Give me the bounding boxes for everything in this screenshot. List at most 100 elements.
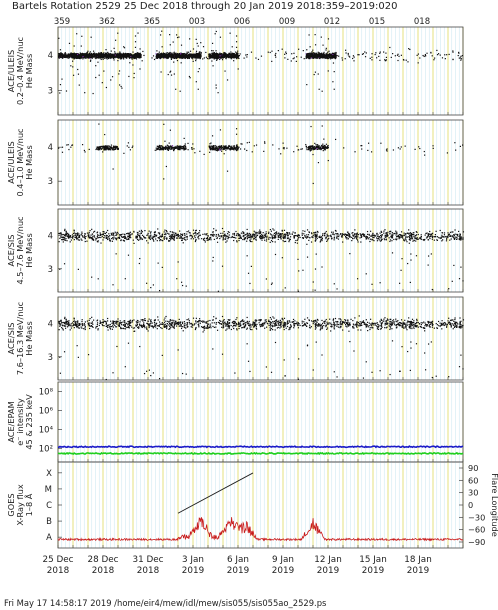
data-point <box>162 55 164 57</box>
data-point <box>404 145 406 147</box>
data-point <box>98 148 100 150</box>
data-point <box>193 54 196 57</box>
data-point <box>139 57 141 59</box>
data-point <box>155 149 158 151</box>
data-point <box>455 149 457 151</box>
data-point <box>236 52 238 54</box>
data-point <box>275 56 277 58</box>
data-point <box>364 51 366 53</box>
data-point <box>98 52 100 54</box>
data-point <box>237 68 239 70</box>
data-point <box>422 54 424 57</box>
data-point <box>224 147 226 149</box>
data-point <box>217 92 219 94</box>
data-point <box>439 54 441 56</box>
data-point <box>131 56 133 58</box>
data-point <box>362 53 365 55</box>
data-point <box>214 145 216 147</box>
data-point <box>348 55 350 57</box>
data-point <box>189 55 191 58</box>
data-point <box>75 57 77 59</box>
data-point <box>174 54 176 57</box>
data-point <box>132 145 134 147</box>
data-point <box>216 58 218 60</box>
data-point <box>187 55 189 57</box>
data-point <box>117 55 119 57</box>
data-point <box>157 262 159 264</box>
data-point <box>104 148 106 150</box>
data-point <box>86 56 88 58</box>
data-point <box>134 57 136 59</box>
data-point <box>128 56 130 58</box>
data-point <box>295 60 297 62</box>
data-point <box>169 55 171 57</box>
data-point <box>316 148 318 151</box>
data-point <box>140 54 142 56</box>
data-point <box>64 52 66 55</box>
data-point <box>310 52 312 54</box>
data-point <box>172 55 174 57</box>
data-point <box>403 240 406 242</box>
data-point <box>92 53 94 55</box>
data-point <box>171 55 173 58</box>
data-point <box>186 55 188 58</box>
data-point <box>224 52 226 55</box>
data-point <box>61 78 63 80</box>
data-point <box>129 56 131 58</box>
data-point <box>306 49 308 51</box>
data-point <box>313 148 315 151</box>
data-point <box>215 54 217 56</box>
data-point <box>175 52 177 54</box>
scatter-points <box>58 123 464 185</box>
data-point <box>394 55 396 57</box>
data-point <box>306 147 308 149</box>
scatter-points <box>58 30 463 95</box>
data-point <box>162 55 164 57</box>
data-point <box>139 68 141 70</box>
data-point <box>285 51 287 53</box>
data-point <box>311 54 313 56</box>
data-point <box>323 53 325 55</box>
data-point <box>63 54 65 56</box>
data-point <box>110 54 112 56</box>
data-point <box>237 147 239 149</box>
data-point <box>221 55 223 57</box>
data-point <box>157 56 160 58</box>
data-point <box>73 56 76 58</box>
data-point <box>179 56 181 58</box>
data-point <box>77 68 79 71</box>
data-point <box>320 148 322 151</box>
data-point <box>163 53 166 55</box>
data-point <box>170 52 172 54</box>
data-point <box>227 53 229 56</box>
data-point <box>320 54 322 56</box>
data-point <box>137 32 139 34</box>
data-point <box>236 149 238 152</box>
data-point <box>184 57 187 59</box>
data-point <box>94 54 96 57</box>
data-point <box>306 53 309 55</box>
data-point <box>383 51 385 53</box>
data-point <box>110 149 112 151</box>
data-point <box>369 57 371 59</box>
data-point <box>98 74 100 76</box>
data-point <box>233 147 235 150</box>
data-point <box>135 53 137 55</box>
data-point <box>71 54 74 56</box>
data-point <box>392 149 395 151</box>
data-point <box>215 149 217 152</box>
chart-title: Bartels Rotation 2529 25 Dec 2018 throug… <box>12 1 397 12</box>
data-point <box>105 57 107 59</box>
data-point <box>114 39 117 41</box>
data-point <box>384 59 386 61</box>
data-point <box>315 52 318 54</box>
data-point <box>107 146 109 148</box>
data-point <box>216 54 219 57</box>
data-point <box>160 147 162 149</box>
data-point <box>138 262 140 265</box>
data-point <box>171 147 174 149</box>
data-point <box>88 234 90 236</box>
data-point <box>271 60 273 62</box>
data-point <box>95 65 97 67</box>
